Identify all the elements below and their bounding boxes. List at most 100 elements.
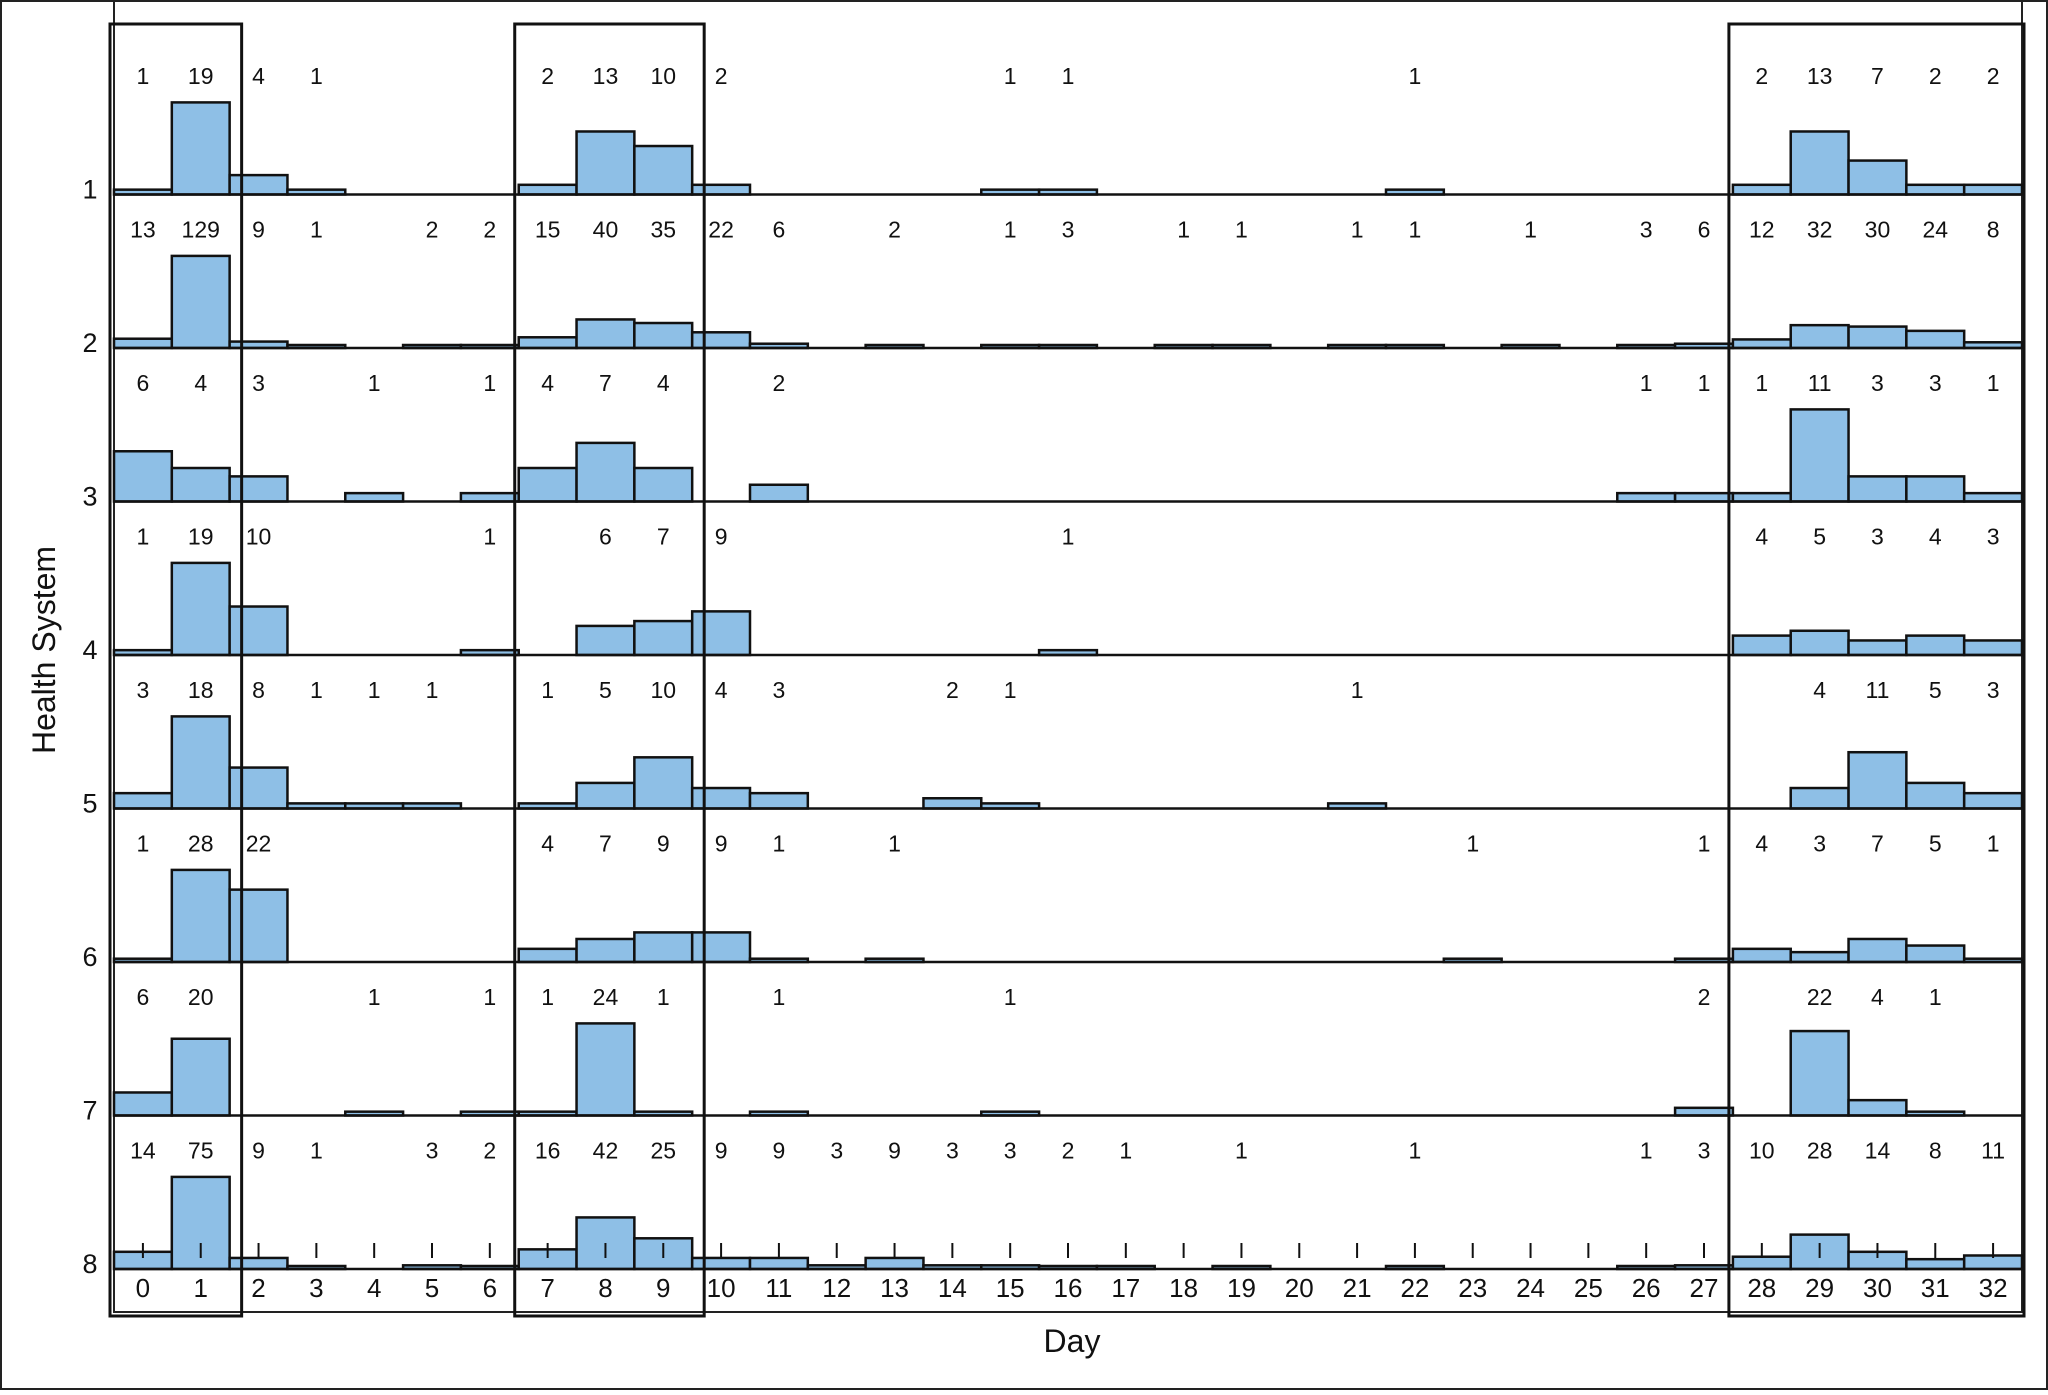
bar-system-4-day-9 <box>633 619 694 657</box>
x-tick-label-22: 22 <box>1400 1273 1429 1303</box>
count-label-system-3-day-0: 6 <box>137 370 150 396</box>
count-label-system-1-day-3: 1 <box>310 63 323 89</box>
count-label-system-8-day-26: 1 <box>1640 1138 1653 1164</box>
bar-system-8-day-10 <box>690 1256 752 1271</box>
count-label-system-1-day-1: 19 <box>188 63 214 89</box>
count-label-system-6-day-29: 3 <box>1813 831 1826 857</box>
count-label-system-2-day-11: 6 <box>773 217 786 243</box>
count-label-system-6-day-2: 22 <box>246 831 272 857</box>
bar-system-6-day-30 <box>1847 937 1908 964</box>
bar-system-3-day-6 <box>459 491 520 503</box>
count-label-system-5-day-14: 2 <box>946 677 959 703</box>
bar-system-6-day-2 <box>228 888 289 964</box>
x-axis-title: Day <box>1044 1323 1101 1359</box>
bar-system-8-day-2 <box>228 1256 289 1271</box>
bar-system-6-day-7 <box>517 947 578 964</box>
bar-system-5-day-32 <box>1962 791 2024 810</box>
bar-system-1-day-8 <box>575 130 636 196</box>
x-tick-label-4: 4 <box>367 1273 381 1303</box>
bar-system-4-day-10 <box>690 610 752 657</box>
bar-system-6-day-10 <box>690 931 752 964</box>
x-tick-label-11: 11 <box>765 1273 792 1303</box>
bar-system-5-day-31 <box>1905 781 1966 810</box>
count-label-system-5-day-1: 18 <box>188 677 214 703</box>
count-label-system-6-day-32: 1 <box>1987 831 2000 857</box>
bar-system-5-day-10 <box>690 786 752 810</box>
x-tick-label-24: 24 <box>1516 1273 1545 1303</box>
count-label-system-2-day-16: 3 <box>1062 217 1075 243</box>
count-label-system-8-day-19: 1 <box>1235 1138 1248 1164</box>
count-label-system-8-day-30: 14 <box>1865 1138 1891 1164</box>
count-label-system-5-day-4: 1 <box>368 677 381 703</box>
count-label-system-1-day-28: 2 <box>1755 63 1768 89</box>
bar-system-4-day-2 <box>228 605 289 657</box>
count-label-system-7-day-27: 2 <box>1698 984 1711 1010</box>
bar-system-5-day-8 <box>575 781 636 810</box>
count-label-system-5-day-5: 1 <box>426 677 439 703</box>
count-label-system-8-day-7: 16 <box>535 1138 561 1164</box>
count-label-system-5-day-2: 8 <box>252 677 265 703</box>
count-label-system-8-day-28: 10 <box>1749 1138 1775 1164</box>
bar-system-3-day-29 <box>1789 408 1850 503</box>
count-label-system-8-day-16: 2 <box>1062 1138 1075 1164</box>
bar-system-6-day-28 <box>1731 947 1792 964</box>
bar-system-5-day-0 <box>112 791 174 810</box>
x-tick-label-7: 7 <box>540 1273 554 1303</box>
count-label-system-6-day-27: 1 <box>1698 831 1711 857</box>
x-tick-label-23: 23 <box>1458 1273 1487 1303</box>
bar-system-7-day-29 <box>1789 1029 1850 1117</box>
bar-system-1-day-9 <box>633 144 694 196</box>
x-tick-label-28: 28 <box>1747 1273 1776 1303</box>
count-label-system-5-day-21: 1 <box>1351 677 1364 703</box>
bar-system-1-day-10 <box>690 183 752 196</box>
bar-system-4-day-29 <box>1789 629 1850 657</box>
bar-system-7-day-0 <box>112 1091 174 1117</box>
count-label-system-4-day-6: 1 <box>483 524 496 550</box>
highlight-box-3 <box>1727 22 2026 1318</box>
bar-system-8-day-28 <box>1731 1255 1792 1271</box>
bar-system-5-day-1 <box>170 715 231 810</box>
count-label-system-7-day-15: 1 <box>1004 984 1017 1010</box>
row-label-system-3: 3 <box>82 482 97 512</box>
row-label-system-5: 5 <box>82 789 97 819</box>
count-label-system-3-day-6: 1 <box>483 370 496 396</box>
bar-system-2-day-9 <box>633 321 694 350</box>
count-label-system-1-day-22: 1 <box>1409 63 1422 89</box>
x-tick-label-25: 25 <box>1574 1273 1603 1303</box>
count-label-system-7-day-30: 4 <box>1871 984 1884 1010</box>
bar-system-2-day-10 <box>690 331 752 350</box>
count-label-system-6-day-28: 4 <box>1755 831 1768 857</box>
count-label-system-2-day-30: 30 <box>1865 217 1891 243</box>
count-label-system-5-day-31: 5 <box>1929 677 1942 703</box>
bar-system-3-day-26 <box>1616 491 1677 503</box>
count-label-system-7-day-8: 24 <box>593 984 619 1010</box>
count-label-system-3-day-11: 2 <box>773 370 786 396</box>
count-label-system-8-day-14: 3 <box>946 1138 959 1164</box>
count-label-system-7-day-31: 1 <box>1929 984 1942 1010</box>
count-label-system-2-day-7: 15 <box>535 217 561 243</box>
count-label-system-3-day-27: 1 <box>1698 370 1711 396</box>
count-label-system-1-day-10: 2 <box>715 63 728 89</box>
count-label-system-8-day-15: 3 <box>1004 1138 1017 1164</box>
count-label-system-3-day-30: 3 <box>1871 370 1884 396</box>
bar-system-1-day-31 <box>1905 183 1966 196</box>
bar-system-4-day-32 <box>1962 639 2024 657</box>
row-label-system-1: 1 <box>82 175 97 205</box>
count-label-system-5-day-0: 3 <box>137 677 150 703</box>
bar-system-6-day-1 <box>170 868 231 964</box>
row-label-system-2: 2 <box>82 328 97 358</box>
bar-system-4-day-31 <box>1905 634 1966 657</box>
x-tick-label-2: 2 <box>251 1273 265 1303</box>
count-label-system-2-day-6: 2 <box>483 217 496 243</box>
bar-system-6-day-9 <box>633 931 694 964</box>
bar-system-1-day-28 <box>1731 183 1792 196</box>
count-label-system-1-day-29: 13 <box>1807 63 1833 89</box>
bar-system-5-day-11 <box>748 791 810 810</box>
x-tick-label-13: 13 <box>880 1273 909 1303</box>
count-label-system-8-day-17: 1 <box>1119 1138 1132 1164</box>
health-system-row-8: 14 75 9 1 3 2 16 42 25 9 9 3 9 3 3 2 1 1 1 1 3 10 28 14 8 118 <box>82 1138 2024 1279</box>
bar-system-1-day-2 <box>228 173 289 196</box>
